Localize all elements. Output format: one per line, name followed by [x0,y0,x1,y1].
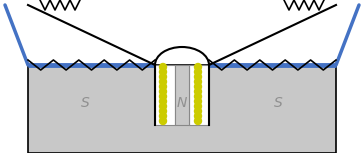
Circle shape [194,98,202,105]
Circle shape [159,118,166,125]
Circle shape [159,93,166,100]
Circle shape [194,103,202,110]
Circle shape [194,63,202,71]
Text: S: S [274,96,282,110]
Circle shape [159,63,166,71]
Circle shape [159,98,166,105]
Bar [28,65,336,153]
Circle shape [194,118,202,125]
Bar [155,65,175,125]
Circle shape [194,108,202,115]
Circle shape [159,113,166,120]
Bar [175,65,189,125]
Text: N: N [177,96,187,110]
Circle shape [159,78,166,85]
Circle shape [194,68,202,75]
Circle shape [194,93,202,100]
Circle shape [194,113,202,120]
Circle shape [159,103,166,110]
Circle shape [194,78,202,85]
Circle shape [159,108,166,115]
Circle shape [159,73,166,80]
Circle shape [194,83,202,90]
Circle shape [194,73,202,80]
Text: S: S [80,96,90,110]
Circle shape [194,88,202,95]
Circle shape [159,83,166,90]
Circle shape [159,88,166,95]
Circle shape [159,68,166,75]
Bar [189,65,209,125]
